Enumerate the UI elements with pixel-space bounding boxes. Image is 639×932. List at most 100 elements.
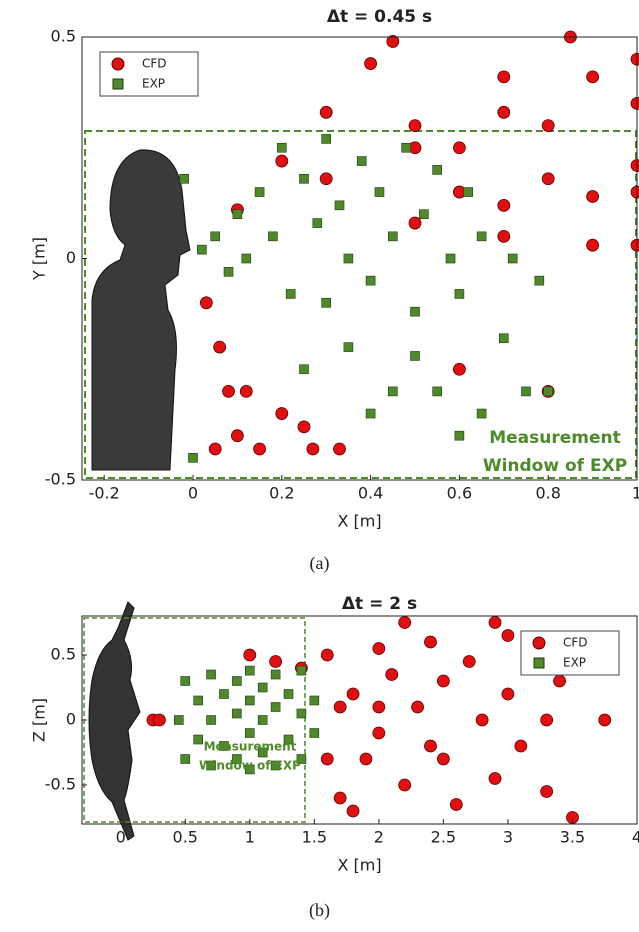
exp-point (375, 188, 384, 197)
exp-point (508, 254, 517, 263)
exp-point (322, 298, 331, 307)
cfd-point (502, 688, 514, 700)
cfd-point (587, 190, 599, 202)
legend-marker (533, 637, 545, 649)
exp-point (344, 254, 353, 263)
x-tick-label: 3.5 (560, 828, 585, 847)
annotation: Window of EXP (483, 456, 627, 476)
cfd-point (502, 630, 514, 642)
cfd-point (360, 753, 372, 765)
cfd-point (412, 701, 424, 713)
exp-point (211, 232, 220, 241)
cfd-point (321, 649, 333, 661)
cfd-point (453, 142, 465, 154)
cfd-point (498, 106, 510, 118)
y-tick-label: 0 (66, 248, 76, 267)
exp-point (411, 307, 420, 316)
cfd-point (631, 186, 639, 198)
cfd-point (476, 714, 488, 726)
exp-point (433, 387, 442, 396)
x-tick-label: 1 (632, 484, 639, 503)
y-axis-label: Z [m] (30, 698, 49, 742)
exp-point (402, 143, 411, 152)
x-tick-label: 0.5 (173, 828, 198, 847)
x-tick-label: 2 (374, 828, 384, 847)
cfd-point (347, 805, 359, 817)
cfd-point (515, 740, 527, 752)
legend-label: EXP (563, 656, 586, 670)
cfd-point (424, 740, 436, 752)
x-tick-label: 0.6 (447, 484, 472, 503)
exp-point (245, 666, 254, 675)
exp-point (181, 677, 190, 686)
exp-point (313, 219, 322, 228)
cfd-point (209, 443, 221, 455)
exp-point (197, 245, 206, 254)
caption: (a) (310, 553, 330, 574)
cfd-point (498, 230, 510, 242)
cfd-point (320, 106, 332, 118)
cfd-point (373, 701, 385, 713)
exp-point (499, 334, 508, 343)
exp-point (300, 365, 309, 374)
exp-point (535, 276, 544, 285)
y-tick-label: -0.5 (45, 775, 76, 794)
cfd-point (498, 199, 510, 211)
exp-point (232, 677, 241, 686)
y-axis-label: Y [m] (30, 237, 49, 281)
exp-point (433, 165, 442, 174)
cfd-point (298, 421, 310, 433)
exp-point (189, 453, 198, 462)
x-tick-label: 2.5 (431, 828, 456, 847)
exp-point (180, 174, 189, 183)
human-topview (89, 602, 140, 840)
cfd-point (631, 97, 639, 109)
x-axis-label: X [m] (337, 512, 381, 531)
exp-point (245, 729, 254, 738)
cfd-point (270, 656, 282, 668)
legend-label: CFD (563, 636, 588, 650)
exp-point (357, 157, 366, 166)
cfd-point (320, 173, 332, 185)
cfd-point (437, 675, 449, 687)
cfd-point (450, 799, 462, 811)
cfd-point (463, 656, 475, 668)
cfd-point (240, 385, 252, 397)
cfd-point (254, 443, 266, 455)
exp-point (268, 232, 277, 241)
exp-point (419, 210, 428, 219)
exp-point (224, 267, 233, 276)
exp-point (245, 696, 254, 705)
cfd-point (424, 636, 436, 648)
exp-point (446, 254, 455, 263)
human-silhouette (92, 150, 190, 470)
caption: (b) (309, 900, 330, 921)
cfd-point (373, 643, 385, 655)
exp-point (207, 670, 216, 679)
cfd-point (373, 727, 385, 739)
exp-point (284, 690, 293, 699)
exp-point (522, 387, 531, 396)
exp-point (297, 666, 306, 675)
exp-point (455, 431, 464, 440)
exp-point (277, 143, 286, 152)
x-tick-label: 0.2 (269, 484, 294, 503)
exp-point (310, 729, 319, 738)
cfd-point (276, 155, 288, 167)
annotation: Window of EXP (199, 759, 301, 773)
x-tick-label: -0.2 (89, 484, 120, 503)
cfd-point (587, 239, 599, 251)
exp-point (388, 232, 397, 241)
y-tick-label: 0 (66, 710, 76, 729)
cfd-point (321, 753, 333, 765)
annotation: Measurement (204, 740, 297, 754)
cfd-point (631, 159, 639, 171)
legend-marker (113, 79, 123, 89)
cfd-point (231, 430, 243, 442)
cfd-point (599, 714, 611, 726)
cfd-point (307, 443, 319, 455)
cfd-point (541, 714, 553, 726)
x-tick-label: 4 (632, 828, 639, 847)
x-tick-label: 0.4 (358, 484, 383, 503)
exp-point (388, 387, 397, 396)
